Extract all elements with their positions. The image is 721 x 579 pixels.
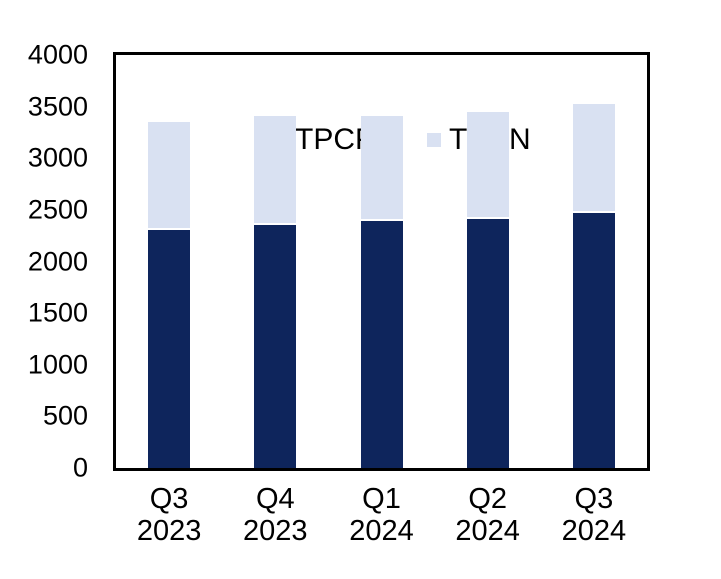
bar-segment-tpcp xyxy=(466,218,509,468)
x-tick-label-q4-2023: Q4 2023 xyxy=(243,483,308,547)
y-tick-label-2000: 2000 xyxy=(27,246,88,276)
bar-segment-tpcp xyxy=(360,221,403,468)
bar-segment-separator xyxy=(466,216,509,219)
y-tick-label-2500: 2500 xyxy=(27,194,88,225)
y-tick-label-500: 500 xyxy=(42,400,88,431)
bar-q3-2024 xyxy=(572,103,615,468)
bar-segment-separator xyxy=(148,227,191,230)
x-tick-label-q3-2023: Q3 2023 xyxy=(136,483,202,547)
bar-segment-tpdn xyxy=(360,115,403,220)
bar-q2-2024 xyxy=(466,112,509,468)
y-tick-label-3000: 3000 xyxy=(27,142,88,173)
bar-segment-tpdn xyxy=(572,103,615,211)
bar-segment-separator xyxy=(572,210,615,213)
bar-segment-tpcp xyxy=(148,229,191,468)
bar-segment-separator xyxy=(254,223,297,226)
x-tick-label-q1-2024: Q1 2024 xyxy=(349,483,414,547)
bar-segment-tpcp xyxy=(254,225,297,468)
bar-q1-2024 xyxy=(360,115,403,468)
y-tick-label-3500: 3500 xyxy=(27,91,88,122)
y-tick-label-4000: 4000 xyxy=(27,39,88,70)
y-tick-label-1000: 1000 xyxy=(27,349,88,380)
bar-segment-tpdn xyxy=(254,116,297,224)
bar-segment-tpcp xyxy=(572,212,615,468)
x-tick-label-q3-2024: Q3 2024 xyxy=(561,483,627,547)
x-tick-label-q2-2024: Q2 2024 xyxy=(455,483,520,547)
bar-segment-separator xyxy=(360,219,403,222)
bar-segment-tpdn xyxy=(148,122,191,228)
bar-q4-2023 xyxy=(254,116,297,468)
legend-swatch-tpdn-icon xyxy=(427,133,442,147)
bar-segment-tpdn xyxy=(466,112,509,217)
plot-area: TPCP TPDN xyxy=(113,52,650,471)
y-tick-label-0: 0 xyxy=(72,452,88,483)
y-tick-label-1500: 1500 xyxy=(27,297,88,328)
bar-q3-2023 xyxy=(148,122,191,468)
